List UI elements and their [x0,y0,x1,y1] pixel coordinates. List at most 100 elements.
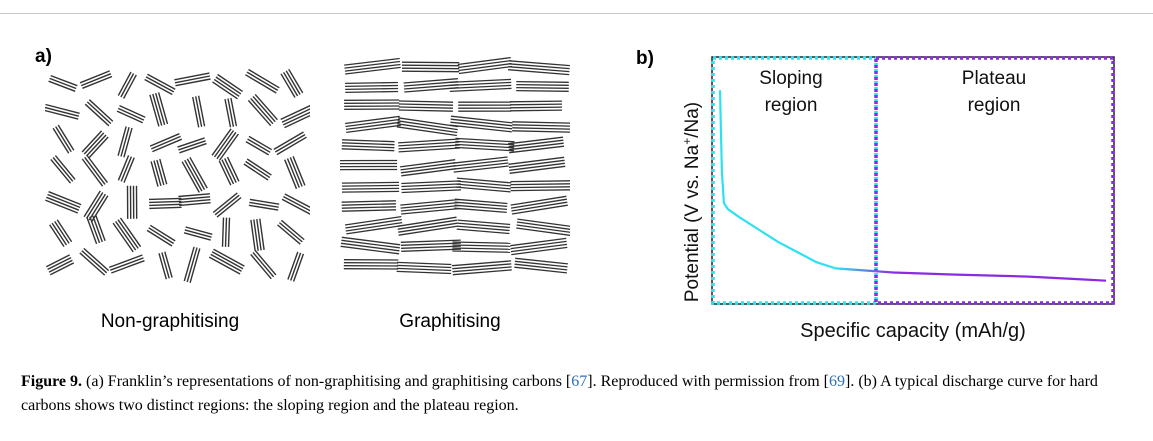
layer-line [453,162,509,170]
reference-link[interactable]: 67 [571,373,588,390]
layer-line [184,159,203,192]
layer-line [217,73,243,92]
reference-link[interactable]: 69 [828,373,845,390]
layer-line [161,252,170,279]
layer-line [341,190,400,193]
layer-line [452,241,511,244]
layer-line [86,192,104,219]
layer-line [47,256,72,271]
layer-line [510,195,567,206]
layer-line [120,156,133,182]
layer-line [178,193,210,198]
layer-line [452,247,511,250]
layer-line [158,253,167,280]
layer-line [155,93,166,125]
layer-line [452,266,512,273]
layer-line [456,177,512,184]
layer-line [189,156,208,189]
figure-caption: Figure 9. (a) Franklin’s representations… [21,373,1098,414]
layer-line [345,115,400,125]
layer-line [186,158,206,190]
layer-line [341,239,400,249]
layer-line [514,263,568,271]
layer-line [52,157,74,182]
layer-line [54,221,70,244]
layer-line [280,73,296,98]
layer-line [508,69,570,76]
layer-line [253,219,259,251]
layer-line [287,251,299,280]
layer-line [396,261,452,266]
layer-line [514,266,567,274]
layer-line [216,196,242,218]
layer-line [145,76,175,93]
layer-line [344,60,401,69]
layer-line [111,260,145,274]
layer-line [450,118,513,127]
layer-line [341,187,400,190]
layer-line [178,199,211,204]
layer-line [401,248,462,252]
layer-line [81,250,108,274]
layer-line [404,87,459,93]
layer-line [510,183,570,186]
layer-line [185,226,213,235]
layer-line [243,163,269,181]
layer-line [510,237,567,247]
layer-line [54,155,76,180]
layer-line [146,229,173,247]
layer-line [398,225,458,236]
non-graphitising-structure-illustration [45,68,310,283]
layer-line [252,95,276,123]
layer-line [248,68,280,89]
layer-line [55,126,72,153]
layer-line [457,219,511,226]
layer-line [117,107,145,121]
layer-line [227,217,231,248]
layer-line [79,70,110,84]
layer-line [400,239,461,243]
layer-line [398,138,460,144]
layer-line [250,219,256,252]
layer-line [221,217,225,247]
layer-line [458,62,512,72]
layer-line [449,84,512,90]
layer-line [403,78,458,84]
layer-line [292,253,305,282]
layer-line [183,232,211,241]
layer-line [179,142,207,154]
layer-line [510,186,570,189]
layer-line [192,96,200,128]
layer-line [86,155,108,184]
layer-line [401,61,460,64]
layer-line [254,250,277,276]
layer-line [516,86,569,89]
layer-line [516,221,570,230]
layer-line [45,254,71,268]
layer-line [89,216,101,244]
layer-line [292,156,306,186]
layer-line [83,190,101,218]
layer-line [245,140,270,156]
layer-line [284,159,298,190]
layer-line [149,133,180,147]
layer-line [45,103,80,114]
layer-line [83,132,105,155]
layer-line [452,269,512,276]
layer-line [345,81,398,85]
layer-line [512,121,570,124]
layer-line [452,244,511,247]
layer-line [184,229,212,238]
layer-line [49,77,77,90]
layer-line [401,67,460,70]
layer-line [277,224,301,245]
layer-line [345,118,401,128]
layer-line [119,217,142,248]
layer-line [256,219,262,251]
layer-line [290,252,302,281]
layer-line [246,71,279,92]
layer-line [88,99,114,122]
layer-line [400,201,460,209]
layer-line [508,136,564,145]
layer-line [510,189,570,192]
